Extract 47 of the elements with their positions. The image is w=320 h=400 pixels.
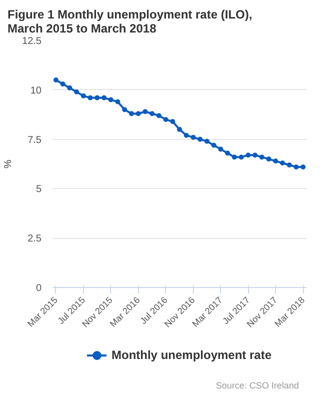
- legend-label: Monthly unemployment rate: [111, 348, 272, 362]
- y-axis-title: %: [3, 159, 14, 168]
- y-tick-label: 0: [36, 283, 42, 294]
- point: [122, 107, 128, 112]
- point: [163, 117, 168, 122]
- point: [225, 150, 230, 156]
- point: [190, 134, 196, 140]
- point: [232, 154, 237, 160]
- point: [94, 95, 100, 100]
- point: [150, 111, 155, 116]
- point: [177, 126, 182, 132]
- point: [128, 111, 134, 116]
- point: [60, 81, 66, 86]
- point: [238, 154, 244, 160]
- point: [280, 160, 285, 166]
- y-tick-label: 5: [36, 184, 42, 196]
- point: [80, 93, 86, 98]
- point: [286, 162, 292, 168]
- point: [294, 164, 299, 170]
- point: [136, 111, 141, 116]
- point: [184, 132, 189, 138]
- y-tick-label: 2.5: [28, 234, 42, 245]
- point: [266, 156, 272, 162]
- y-tick-label: 12.5: [22, 36, 42, 47]
- point: [108, 97, 114, 102]
- point: [273, 158, 278, 164]
- point: [218, 146, 224, 152]
- point: [300, 164, 306, 170]
- chart-title: Figure 1 Monthly unemployment rate (ILO), March 2015 to March 2018: [8, 8, 252, 36]
- point: [88, 95, 93, 100]
- point: [204, 138, 210, 144]
- point: [246, 152, 251, 158]
- point: [156, 113, 162, 118]
- point: [53, 78, 58, 83]
- point: [101, 95, 106, 100]
- point: [259, 154, 264, 160]
- y-tick-label: 7.5: [28, 134, 42, 146]
- point: [67, 85, 72, 90]
- point: [252, 152, 258, 158]
- point: [142, 109, 148, 114]
- point: [211, 142, 216, 148]
- point: [198, 136, 203, 142]
- point: [115, 99, 120, 104]
- source-note: Source: CSO Ireland: [216, 380, 299, 391]
- point: [170, 119, 176, 124]
- point: [74, 89, 80, 94]
- y-tick-label: 10: [30, 85, 42, 96]
